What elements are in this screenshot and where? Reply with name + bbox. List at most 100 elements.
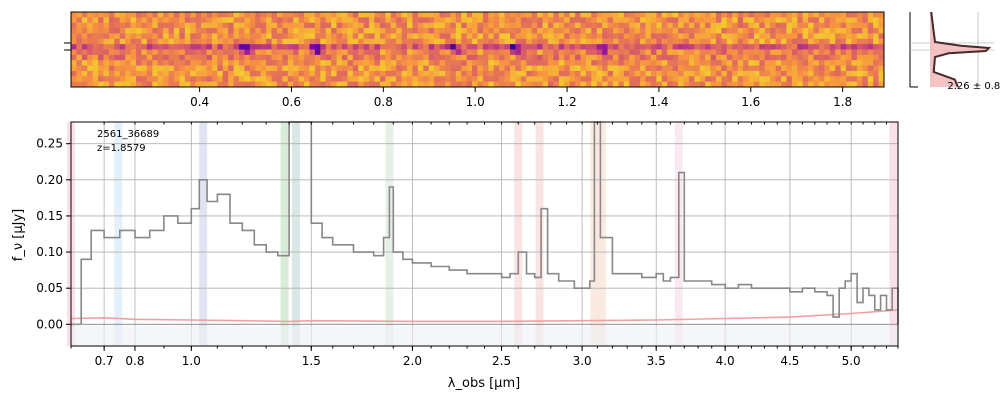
heatmap-cell [444,28,451,34]
heatmap-cell [634,81,641,88]
heatmap-cell [602,54,608,61]
heatmap-cell [184,60,191,66]
heatmap-cell [168,54,175,61]
heatmap-cell [569,22,576,29]
heatmap-cell [379,70,386,77]
heatmap-cell [645,76,652,83]
heatmap-cell [802,76,809,83]
heatmap-cell [482,76,489,83]
heatmap-cell [228,38,234,45]
heatmap-cell [190,38,197,45]
heatmap-cell [510,28,516,34]
x-tick-label: 3.0 [573,354,592,368]
heatmap-cell [672,65,679,72]
heatmap-cell [797,76,804,83]
heatmap-cell [71,38,77,45]
heatmap-cell [369,38,375,45]
heatmap-cell [195,54,202,61]
heatmap-cell [374,17,381,24]
heatmap-cell [531,12,538,18]
x-tick-label: 2.0 [403,354,422,368]
heatmap-cell [705,12,711,18]
heatmap-cell [596,76,603,83]
heatmap-cell [607,65,614,72]
heatmap-cell [618,54,625,61]
heatmap-cell [152,70,159,77]
heatmap-cell [379,44,386,50]
heatmap-cell [688,65,695,72]
heatmap-cell [119,60,126,66]
heatmap-cell [374,81,381,88]
heatmap-cell [401,22,408,29]
heatmap-cell [412,38,419,45]
heatmap-cell [856,81,863,88]
heatmap-cell [781,22,787,29]
heatmap-cell [304,38,310,45]
heatmap-cell [553,60,560,66]
heatmap-cell [358,22,365,29]
heatmap-cell [450,44,457,50]
heatmap-cell [580,33,587,40]
heatmap-cell [472,49,478,56]
heatmap-cell [862,12,869,18]
heatmap-cell [108,81,115,88]
heatmap-cell [157,38,164,45]
heatmap-cell [98,70,104,77]
heatmap-cell [472,28,478,34]
heatmap-cell [672,60,679,66]
heatmap-cell [108,28,115,34]
heatmap-cell [781,76,787,83]
heatmap-cell [732,54,739,61]
heatmap-cell [92,81,99,88]
heatmap-cell [623,38,630,45]
heatmap-cell [81,17,88,24]
heatmap-cell [515,38,522,45]
heatmap-cell [623,22,630,29]
heatmap-cell [304,65,310,72]
heatmap-cell [233,54,240,61]
spectrum-2d-x-tick-label: 1.0 [466,95,485,109]
heatmap-cell [108,12,115,18]
heatmap-cell [390,38,397,45]
heatmap-cell [542,49,549,56]
heatmap-cell [634,49,641,56]
heatmap-cell [260,49,267,56]
heatmap-cell [190,33,197,40]
heatmap-cell [510,44,516,50]
heatmap-cell [846,44,852,50]
heatmap-cell [287,28,294,34]
heatmap-cell [781,60,787,66]
heatmap-cell [499,65,505,72]
heatmap-cell [249,65,256,72]
heatmap-cell [878,38,885,45]
profile-caption: 2.26 ± 0.85 [947,81,1000,92]
y-axis-ticks: 0.000.050.100.150.200.25 [36,137,71,331]
heatmap-cell [569,60,576,66]
heatmap-cell [813,28,820,34]
heatmap-cell [363,33,370,40]
heatmap-cell [683,76,690,83]
heatmap-cell [130,54,137,61]
heatmap-cell [797,22,804,29]
heatmap-cell [645,22,652,29]
heatmap-cell [542,70,549,77]
heatmap-cell [759,22,766,29]
heatmap-cell [450,17,457,24]
heatmap-cell [314,76,321,83]
heatmap-cell [157,12,164,18]
heatmap-cell [255,44,262,50]
heatmap-cell [688,17,695,24]
heatmap-cell [92,17,99,24]
heatmap-cell [477,33,484,40]
heatmap-cell [607,60,614,66]
heatmap-cell [829,17,836,24]
heatmap-cell [602,44,608,50]
heatmap-cell [623,65,630,72]
heatmap-cell [791,12,798,18]
heatmap-cell [878,33,885,40]
heatmap-cell [607,38,614,45]
heatmap-cell [840,22,847,29]
heatmap-cell [374,70,381,77]
heatmap-cell [808,28,814,34]
heatmap-cell [504,54,511,61]
